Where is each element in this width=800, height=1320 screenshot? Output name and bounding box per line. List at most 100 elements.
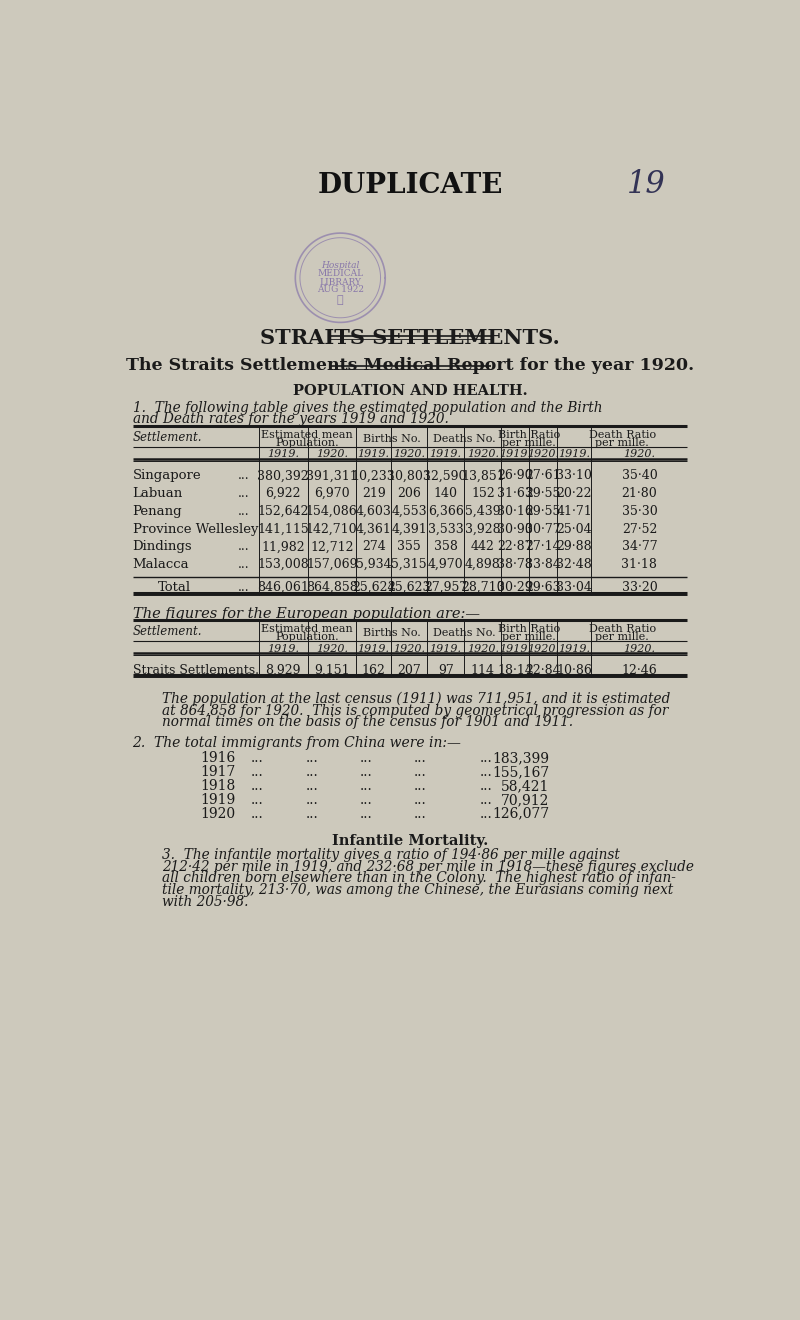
Text: 97: 97 [438,664,454,677]
Text: Population.: Population. [275,632,339,642]
Text: ...: ... [306,751,318,766]
Text: with 205·98.: with 205·98. [162,895,249,908]
Text: Births No.: Births No. [362,628,420,638]
Text: AUG 1922: AUG 1922 [317,285,364,294]
Text: 25,623: 25,623 [387,581,431,594]
Text: 391,311: 391,311 [306,470,358,483]
Text: 1916: 1916 [201,751,236,766]
Text: 1920.: 1920. [394,644,426,653]
Text: Straits Settlements.: Straits Settlements. [133,664,258,677]
Text: ...: ... [306,793,318,807]
Text: 219: 219 [362,487,386,500]
Text: Singapore: Singapore [133,470,201,483]
Text: 183,399: 183,399 [493,751,550,766]
Text: per mille.: per mille. [502,632,556,642]
Text: 35·30: 35·30 [622,506,658,517]
Text: 25·04: 25·04 [557,523,592,536]
Text: ...: ... [238,540,250,553]
Text: 4,391: 4,391 [391,523,427,536]
Text: 1919: 1919 [201,793,236,807]
Text: 1920.: 1920. [623,644,655,653]
Text: 4,970: 4,970 [428,558,463,572]
Text: 29·63: 29·63 [525,581,561,594]
Text: tile mortality, 213·70, was among the Chinese, the Eurasians coming next: tile mortality, 213·70, was among the Ch… [162,883,674,898]
Text: 33·20: 33·20 [622,581,658,594]
Text: Estimated mean: Estimated mean [262,430,353,440]
Text: 27·52: 27·52 [622,523,657,536]
Text: 30·16: 30·16 [497,506,533,517]
Text: 29·55: 29·55 [526,506,561,517]
Text: ...: ... [414,807,426,821]
Text: 152,642: 152,642 [258,506,309,517]
Text: all children born elsewhere than in the Colony.  The highest ratio of infan-: all children born elsewhere than in the … [162,871,676,886]
Text: 274: 274 [362,540,386,553]
Text: Deaths No.: Deaths No. [433,434,495,444]
Text: 1920.: 1920. [316,449,348,459]
Text: Deaths No.: Deaths No. [433,628,495,638]
Text: Birth Ratio: Birth Ratio [498,624,561,634]
Text: 6,970: 6,970 [314,487,350,500]
Text: ...: ... [238,558,250,572]
Text: normal times on the basis of the census for 1901 and 1911.: normal times on the basis of the census … [162,715,573,729]
Text: 19: 19 [627,169,666,201]
Text: Hospital: Hospital [321,261,359,269]
Text: 6,366: 6,366 [428,506,463,517]
Text: 6,922: 6,922 [266,487,301,500]
Text: ...: ... [480,793,493,807]
Text: 12,712: 12,712 [310,540,354,553]
Text: 30·29: 30·29 [498,581,533,594]
Text: 1919.: 1919. [267,449,299,459]
Text: 27,957: 27,957 [424,581,467,594]
Text: 33·84: 33·84 [525,558,561,572]
Text: 4,898: 4,898 [465,558,501,572]
Text: 1919.: 1919. [430,644,462,653]
Text: STRAITS SETTLEMENTS.: STRAITS SETTLEMENTS. [260,327,560,347]
Text: ...: ... [414,751,426,766]
Text: ...: ... [414,779,426,793]
Text: The population at the last census (1911) was 711,951, and it is estimated: The population at the last census (1911)… [162,692,670,706]
Text: Province Wellesley: Province Wellesley [133,523,258,536]
Text: ...: ... [480,807,493,821]
Text: 114: 114 [471,664,495,677]
Text: 3.  The infantile mortality gives a ratio of 194·86 per mille against: 3. The infantile mortality gives a ratio… [162,849,620,862]
Text: 126,077: 126,077 [492,807,550,821]
Text: 153,008: 153,008 [258,558,309,572]
Text: 1920.: 1920. [467,449,499,459]
Text: ...: ... [480,766,493,779]
Text: 22·87: 22·87 [498,540,533,553]
Text: 12·46: 12·46 [622,664,658,677]
Text: ...: ... [251,751,264,766]
Text: Dindings: Dindings [133,540,192,553]
Text: ...: ... [238,581,250,594]
Text: ...: ... [360,751,372,766]
Text: 162: 162 [362,664,386,677]
Text: 26·90: 26·90 [498,470,533,483]
Text: 31·63: 31·63 [497,487,533,500]
Text: Penang: Penang [133,506,182,517]
Text: 29·88: 29·88 [557,540,592,553]
Text: 206: 206 [398,487,421,500]
Text: ...: ... [414,793,426,807]
Text: 4,603: 4,603 [356,506,391,517]
Text: 1920.: 1920. [467,644,499,653]
Text: 442: 442 [471,540,494,553]
Text: 5,315: 5,315 [391,558,427,572]
Text: per mille.: per mille. [595,632,650,642]
Text: 152: 152 [471,487,494,500]
Text: and Death rates for the years 1919 and 1920.: and Death rates for the years 1919 and 1… [133,412,449,426]
Text: ...: ... [238,487,250,500]
Text: 846,061: 846,061 [258,581,310,594]
Text: 10,233: 10,233 [352,470,395,483]
Text: 30·90: 30·90 [497,523,533,536]
Text: Settlement.: Settlement. [133,626,202,638]
Text: 41·71: 41·71 [557,506,592,517]
Text: ...: ... [251,807,264,821]
Text: 212·42 per mile in 1919, and 232·68 per mile in 1918—these figures exclude: 212·42 per mile in 1919, and 232·68 per … [162,859,694,874]
Text: ...: ... [238,506,250,517]
Text: 10,803: 10,803 [387,470,431,483]
Text: 1920.: 1920. [394,449,426,459]
Text: The Straits Settlements Medical Report for the year 1920.: The Straits Settlements Medical Report f… [126,358,694,374]
Text: 32·48: 32·48 [557,558,592,572]
Text: 157,069: 157,069 [306,558,358,572]
Text: 155,167: 155,167 [492,766,550,779]
